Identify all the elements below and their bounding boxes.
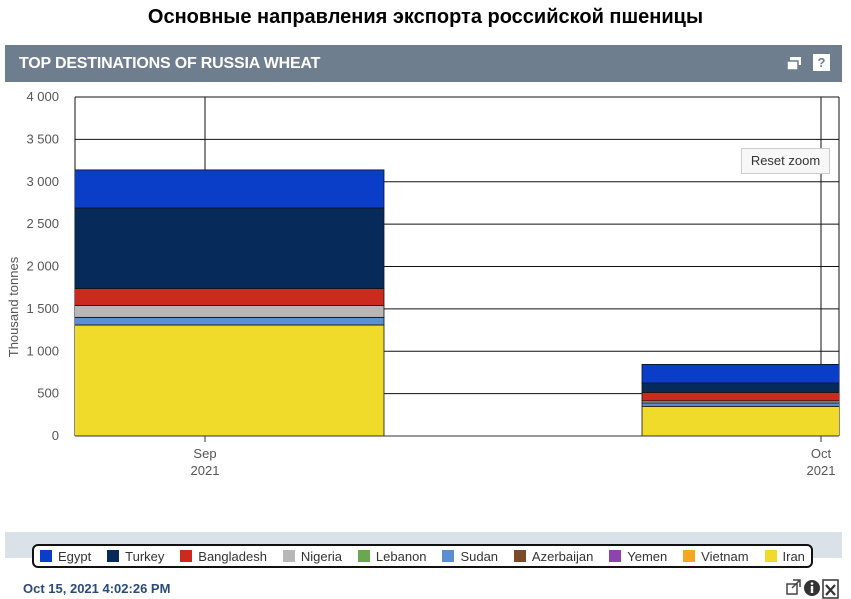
axes: 0 500 1 000 1 500 2 000 2 500 3 000 3 500 4 000 S…: [26, 89, 839, 478]
chart-legend: Egypt Turkey Bangladesh Nigeria Lebanon Sudan…: [32, 544, 813, 568]
legend-label: Iran: [782, 548, 805, 564]
bar-segment-bangladesh: [641, 391, 839, 402]
x-tick-label-year: 2021: [191, 463, 220, 478]
bar-segment-egypt: [641, 363, 839, 384]
widget-header: TOP DESTINATIONS OF RUSSIA WHEAT ?: [5, 45, 842, 82]
legend-item-turkey[interactable]: Turkey: [107, 549, 164, 564]
popout-icon[interactable]: [786, 56, 802, 71]
legend-item-sudan[interactable]: Sudan: [442, 549, 498, 564]
legend-swatch: [282, 550, 295, 562]
excel-export-icon[interactable]: [822, 579, 839, 599]
bar-chart: 0 500 1 000 1 500 2 000 2 500 3 000 3 500 4 000 S…: [6, 89, 840, 478]
bar-stack-group: [75, 169, 839, 436]
legend-label: Azerbaijan: [531, 548, 594, 564]
footer-icons: [786, 579, 839, 599]
x-tick-label-year: 2021: [807, 463, 836, 478]
legend-label: Egypt: [58, 548, 92, 564]
x-tick-label-month: Sep: [193, 446, 216, 461]
help-button[interactable]: ?: [813, 54, 830, 71]
bar-segment-bangladesh: [75, 288, 385, 306]
bar-segment-turkey: [75, 207, 385, 289]
y-tick-label: 2 500: [26, 216, 59, 231]
legend-swatch: [107, 550, 120, 562]
legend-item-vietnam[interactable]: Vietnam: [683, 548, 749, 564]
bar-segment-sudan: [75, 316, 385, 326]
bar-segment-iran: [75, 324, 385, 436]
legend-item-lebanon[interactable]: Lebanon: [357, 548, 427, 564]
legend-swatch: [609, 550, 622, 562]
y-tick-label: 0: [52, 428, 59, 443]
legend-swatch: [513, 550, 526, 562]
external-link-icon[interactable]: [786, 579, 801, 595]
legend-swatch: [40, 550, 52, 562]
x-tick-label-month: Oct: [811, 446, 832, 461]
chart-widget: TOP DESTINATIONS OF RUSSIA WHEAT ? 0 500 1…: [5, 45, 842, 599]
y-tick-label: 3 500: [26, 131, 59, 146]
legend-label: Turkey: [125, 548, 165, 564]
y-tick-label: 500: [37, 386, 59, 401]
chart-area: 0 500 1 000 1 500 2 000 2 500 3 000 3 500 4 000 S…: [5, 82, 842, 532]
legend-label: Vietnam: [701, 548, 749, 564]
legend-label: Bangladesh: [198, 548, 267, 564]
y-axis-label: Thousand tonnes: [6, 256, 21, 357]
legend-swatch: [683, 550, 696, 562]
legend-item-nigeria[interactable]: Nigeria: [282, 548, 343, 564]
bars: [75, 169, 839, 436]
y-tick-label: 3 000: [26, 174, 59, 189]
legend-label: Yemen: [627, 548, 668, 564]
legend-item-azerbaijan[interactable]: Azerbaijan: [513, 548, 594, 564]
legend-swatch: [180, 550, 193, 562]
bar-segment-nigeria: [75, 305, 385, 318]
legend-label: Lebanon: [375, 548, 427, 564]
bar-segment-egypt: [75, 169, 385, 209]
timestamp: Oct 15, 2021 4:02:26 PM: [23, 581, 171, 596]
legend-swatch: [357, 550, 370, 562]
legend-item-yemen[interactable]: Yemen: [609, 549, 667, 564]
info-icon[interactable]: [804, 580, 820, 596]
bar-segment-sudan: [641, 402, 839, 407]
y-tick-label: 1 000: [26, 343, 59, 358]
widget-title: TOP DESTINATIONS OF RUSSIA WHEAT: [19, 55, 321, 72]
reset-zoom-button[interactable]: Reset zoom: [741, 148, 830, 174]
page-title: Основные направления экспорта российской…: [147, 6, 704, 28]
legend-swatch: [764, 550, 777, 562]
legend-item-iran[interactable]: Iran: [764, 548, 805, 564]
legend-item-egypt[interactable]: Egypt: [40, 549, 91, 564]
bar-segment-turkey: [641, 382, 839, 393]
legend-item-bangladesh[interactable]: Bangladesh: [180, 549, 267, 564]
y-tick-label: 4 000: [26, 89, 59, 104]
bar-segment-iran: [641, 405, 839, 436]
legend-label: Nigeria: [300, 548, 343, 564]
y-tick-label: 1 500: [26, 301, 59, 316]
legend-label: Sudan: [460, 548, 499, 564]
legend-swatch: [442, 550, 455, 562]
y-tick-label: 2 000: [26, 259, 59, 274]
